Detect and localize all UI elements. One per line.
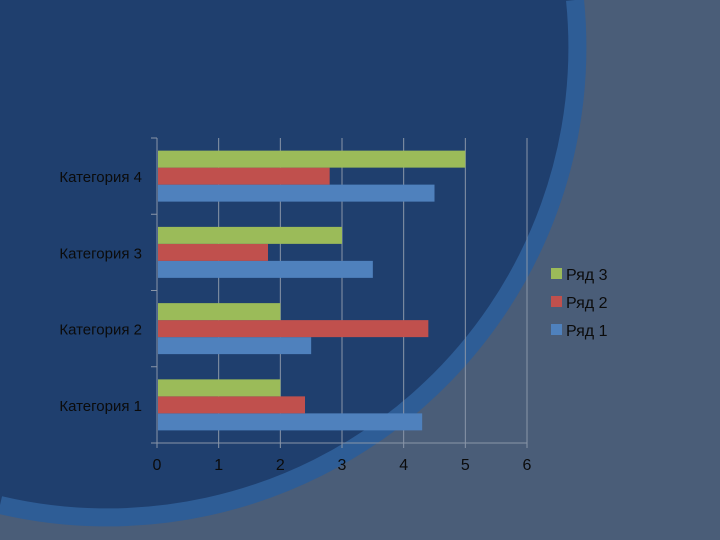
legend-swatch (551, 268, 562, 279)
x-tick-label: 6 (523, 457, 532, 474)
background-arc-edge (0, 0, 587, 527)
category-labels: Категория 1 Категория 2 Категория 3 Категор… (59, 169, 142, 415)
bar (158, 184, 435, 202)
category-label: Категория 3 (59, 245, 142, 262)
bar (158, 226, 342, 244)
bar (158, 413, 423, 431)
axes (151, 137, 528, 448)
category-label: Категория 2 (59, 322, 142, 339)
x-tick-labels: 0 1 2 3 4 5 6 (153, 457, 532, 474)
category-label: Категория 4 (59, 169, 142, 186)
bar (158, 243, 268, 261)
x-tick-label: 0 (153, 457, 162, 474)
bar (158, 303, 281, 321)
bar (158, 337, 312, 355)
legend-label: Ряд 3 (566, 267, 608, 284)
bar (158, 379, 281, 397)
category-label: Категория 1 (59, 398, 142, 415)
bar (158, 167, 330, 185)
legend-label: Ряд 2 (566, 295, 608, 312)
legend-label: Ряд 1 (566, 323, 608, 340)
x-tick-label: 4 (399, 457, 408, 474)
legend-swatch (551, 324, 562, 335)
bar (158, 150, 466, 168)
background-arc (0, 0, 578, 518)
bars (158, 150, 466, 431)
legend: Ряд 3 Ряд 2 Ряд 1 (551, 267, 608, 340)
x-tick-label: 2 (276, 457, 285, 474)
x-tick-label: 3 (338, 457, 347, 474)
legend-swatch (551, 296, 562, 307)
x-tick-label: 5 (461, 457, 470, 474)
bar (158, 260, 373, 278)
bar (158, 396, 305, 414)
bar (158, 320, 429, 338)
x-tick-label: 1 (214, 457, 223, 474)
